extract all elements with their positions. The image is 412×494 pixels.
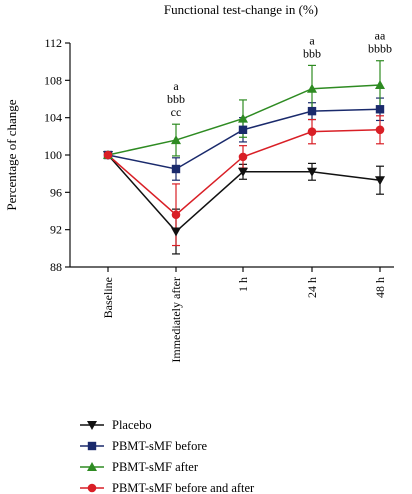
x-tick-label: 1 h	[236, 277, 250, 292]
data-point	[307, 83, 317, 93]
x-ticks: Baseline Immediately after 1 h 24 h 48 h	[101, 267, 387, 363]
chart-title: Functional test-change in (%)	[164, 2, 318, 17]
y-ticks: 88 92 96 100 104 108 112	[44, 36, 70, 274]
markers	[103, 80, 385, 237]
data-point	[375, 80, 385, 89]
legend: Placebo PBMT-sMF before PBMT-sMF after PBMT…	[80, 418, 255, 494]
x-tick-label: 48 h	[373, 277, 387, 298]
legend-marker	[87, 462, 97, 471]
error-bars	[172, 60, 384, 255]
x-tick-label: 24 h	[305, 277, 319, 298]
data-point	[171, 227, 181, 237]
significance-label: bbbb	[368, 42, 392, 56]
data-point	[307, 106, 317, 116]
legend-marker	[87, 421, 97, 430]
legend-label: Placebo	[112, 418, 152, 432]
significance-label: cc	[171, 105, 182, 119]
y-tick-label: 108	[44, 73, 62, 87]
data-point	[238, 152, 248, 162]
data-point	[171, 164, 181, 174]
y-tick-label: 104	[44, 111, 62, 125]
x-tick-label: Baseline	[101, 277, 115, 318]
y-tick-label: 100	[44, 148, 62, 162]
data-point	[103, 150, 113, 160]
data-point	[375, 105, 385, 114]
y-tick-label: 96	[50, 185, 62, 199]
data-point	[238, 113, 248, 123]
significance-label: a	[173, 79, 179, 93]
data-point	[171, 210, 181, 220]
legend-label: PBMT-sMF before	[112, 439, 207, 453]
significance-label: a	[309, 33, 315, 47]
data-point	[307, 127, 317, 136]
data-point	[238, 167, 248, 177]
legend-label: PBMT-sMF before and after	[112, 481, 255, 494]
legend-marker	[87, 441, 97, 451]
data-point	[238, 125, 248, 134]
data-point	[171, 135, 181, 145]
data-point	[307, 167, 317, 177]
data-point	[375, 176, 385, 186]
data-point	[375, 125, 385, 135]
legend-marker	[87, 483, 97, 493]
x-tick-label: Immediately after	[169, 277, 183, 363]
series-line	[107, 154, 381, 233]
y-tick-label: 112	[44, 36, 62, 50]
legend-label: PBMT-sMF after	[112, 460, 199, 474]
y-axis-title: Percentage of change	[4, 99, 19, 210]
significance-label: bbb	[167, 92, 185, 106]
y-tick-label: 88	[50, 260, 62, 274]
y-tick-label: 92	[50, 223, 62, 237]
significance-label: bbb	[303, 46, 321, 60]
significance-label: aa	[375, 29, 386, 43]
